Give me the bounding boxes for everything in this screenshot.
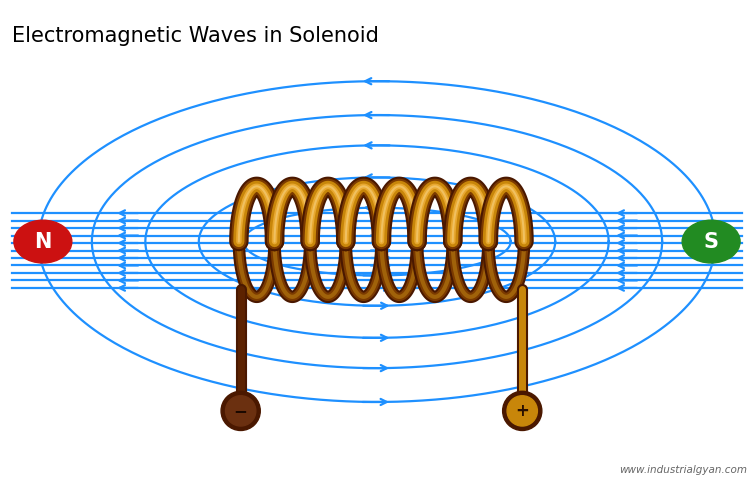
Circle shape (507, 396, 538, 426)
Text: Electromagnetic Waves in Solenoid: Electromagnetic Waves in Solenoid (12, 26, 379, 46)
Circle shape (225, 396, 256, 426)
Circle shape (221, 391, 260, 430)
Text: S: S (703, 231, 719, 252)
Text: −: − (234, 402, 247, 420)
Text: www.industrialgyan.com: www.industrialgyan.com (619, 465, 746, 475)
Text: +: + (515, 402, 529, 420)
Ellipse shape (14, 220, 72, 263)
Text: N: N (34, 231, 51, 252)
Ellipse shape (682, 220, 740, 263)
Circle shape (503, 391, 542, 430)
